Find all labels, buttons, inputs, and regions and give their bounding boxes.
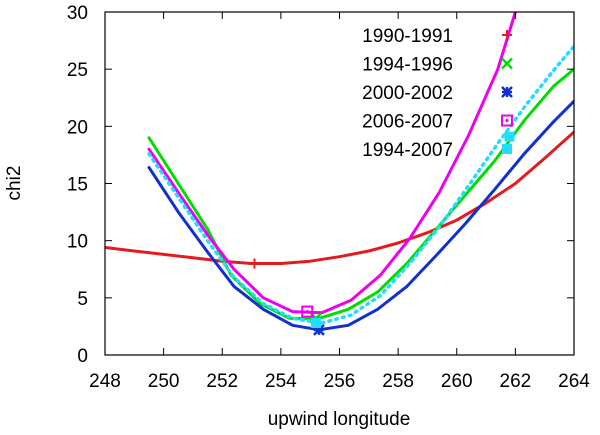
legend-marker-1994-2007-box (502, 144, 512, 154)
x-tick-label-248: 248 (89, 371, 121, 392)
extra-marker-1994-2007-0-box (504, 131, 515, 142)
extra-marker-1994-2007-0 (504, 131, 515, 142)
y-tick-label-5: 5 (77, 289, 88, 310)
legend-label-2000-2002: 2000-2002 (362, 83, 453, 104)
x-tick-label-262: 262 (500, 371, 532, 392)
x-tick-label-250: 250 (148, 371, 180, 392)
y-tick-label-25: 25 (67, 60, 88, 81)
best-fit-marker-1990-1991 (249, 258, 260, 269)
axis-ticks: 248 250 252 254 256 258 260 262 264 0 5 10 15 20 25 30 (67, 3, 590, 392)
series-line-1994-1996 (147, 67, 574, 320)
x-tick-label-264: 264 (558, 371, 590, 392)
legend-label-1994-2007: 1994-2007 (362, 140, 453, 161)
y-tick-label-20: 20 (67, 117, 88, 138)
x-tick-label-254: 254 (265, 371, 297, 392)
best-fit-marker-1994-2007 (311, 317, 322, 328)
legend-marker-2006-2007 (501, 114, 513, 127)
y-tick-label-15: 15 (67, 175, 88, 196)
x-tick-label-260: 260 (441, 371, 473, 392)
best-fit-marker-2006-2007 (301, 305, 314, 318)
series-line-2006-2007 (147, 12, 517, 315)
y-tick-label-0: 0 (77, 346, 88, 367)
series-line-1990-1991 (105, 130, 574, 265)
legend-marker-1994-2007 (502, 144, 512, 154)
legend-marker-2000-2002 (501, 86, 513, 98)
x-tick-label-256: 256 (324, 371, 356, 392)
legend-marker-2006-2007-dot (505, 118, 509, 123)
best-fit-marker-2006-2007-dot (305, 309, 309, 314)
x-axis-title: upwind longitude (268, 409, 411, 430)
y-tick-label-10: 10 (67, 232, 88, 253)
best-fit-marker-1994-2007-box (311, 317, 322, 328)
legend-marker-2006-2007-box (501, 114, 513, 127)
series-line-2000-2002 (147, 99, 574, 332)
best-fit-markers (249, 131, 515, 336)
legend-marker-1994-1996 (501, 57, 513, 70)
legend-label-2006-2007: 2006-2007 (362, 112, 453, 133)
legend-label-1994-1996: 1994-1996 (362, 55, 453, 76)
legend: 1990-1991 1994-1996 2000-2002 2006-2007 1994… (362, 26, 513, 161)
y-tick-label-30: 30 (67, 3, 88, 24)
y-axis-title: chi2 (4, 166, 25, 201)
legend-marker-1990-1991 (502, 30, 512, 40)
legend-marker-1994-1996-d2 (501, 57, 513, 70)
x-tick-label-252: 252 (206, 371, 238, 392)
best-fit-marker-2006-2007-box (301, 305, 314, 318)
x-tick-label-258: 258 (382, 371, 414, 392)
legend-label-1990-1991: 1990-1991 (362, 26, 453, 47)
